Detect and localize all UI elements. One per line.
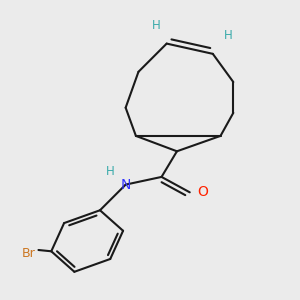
Text: H: H [106, 165, 115, 178]
Text: N: N [121, 178, 131, 192]
Text: Br: Br [21, 247, 35, 260]
Text: H: H [224, 29, 233, 42]
Text: H: H [152, 19, 161, 32]
Text: O: O [197, 185, 208, 199]
